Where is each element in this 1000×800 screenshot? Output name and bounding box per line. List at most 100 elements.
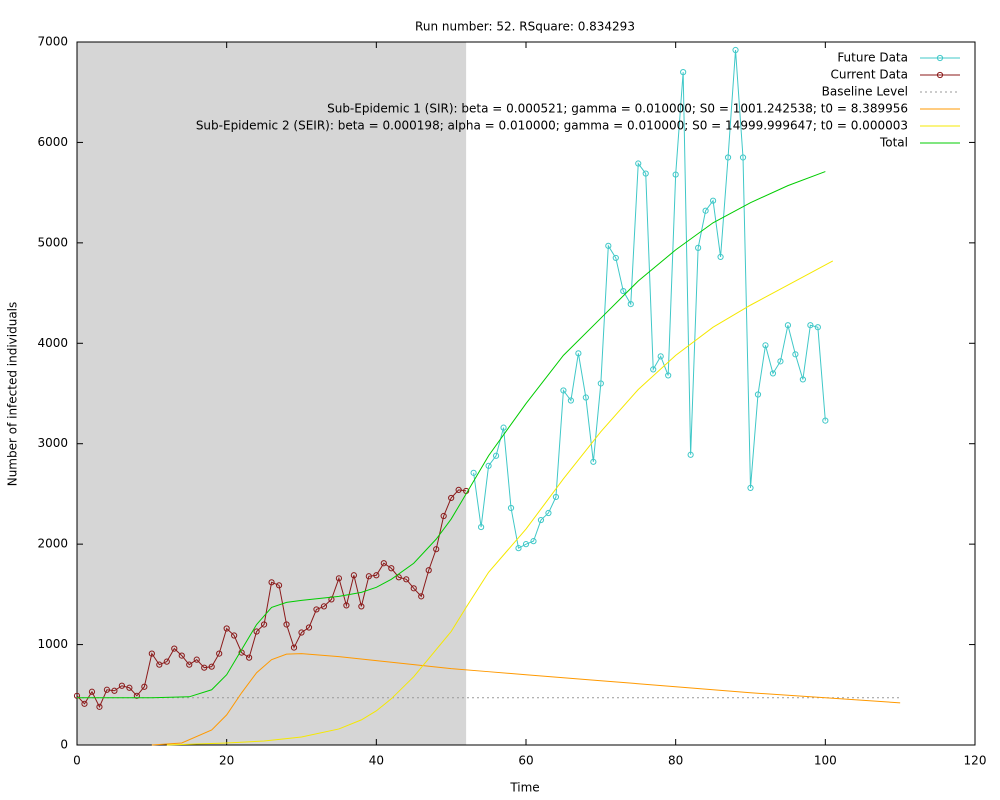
- shaded-region: [77, 42, 467, 745]
- data-point: [141, 683, 148, 690]
- data-point: [320, 603, 328, 610]
- legend-label: Baseline Level: [822, 85, 908, 99]
- data-point: [492, 452, 500, 459]
- data-point: [605, 242, 612, 249]
- legend-label: Total: [879, 136, 908, 150]
- data-point: [522, 541, 530, 548]
- data-point: [747, 484, 754, 492]
- data-point: [380, 560, 387, 567]
- y-tick-label: 6000: [37, 135, 68, 149]
- data-point: [515, 545, 522, 552]
- data-point: [485, 462, 492, 469]
- data-point: [223, 625, 230, 632]
- data-point: [410, 585, 417, 592]
- data-point: [246, 654, 253, 661]
- data-point: [388, 565, 395, 572]
- data-point: [103, 686, 111, 693]
- x-tick-label: 120: [964, 754, 987, 768]
- data-point: [231, 632, 238, 639]
- chart-title: Run number: 52. RSquare: 0.834293: [415, 20, 635, 34]
- data-point: [612, 254, 619, 262]
- data-point: [178, 652, 185, 659]
- legend-marker: [936, 71, 944, 79]
- data-point: [792, 351, 799, 358]
- data-point: [133, 692, 140, 699]
- data-point: [814, 324, 821, 331]
- y-tick-label: 7000: [37, 35, 68, 49]
- legend-label: Sub-Epidemic 1 (SIR): beta = 0.000521; g…: [327, 102, 908, 116]
- data-point: [365, 573, 372, 580]
- data-point: [403, 576, 410, 583]
- data-point: [81, 700, 88, 707]
- x-tick-label: 0: [73, 754, 81, 768]
- data-point: [635, 160, 642, 167]
- data-point: [193, 656, 200, 663]
- data-point: [208, 663, 215, 670]
- data-point: [560, 387, 567, 394]
- data-point: [275, 582, 283, 589]
- data-point: [335, 575, 343, 582]
- data-point: [739, 154, 747, 161]
- legend-label: Future Data: [837, 51, 908, 65]
- data-point: [448, 494, 455, 502]
- data-point: [96, 703, 103, 710]
- x-tick-label: 40: [369, 754, 384, 768]
- data-point: [627, 301, 634, 308]
- data-point: [642, 170, 649, 177]
- data-point: [552, 493, 560, 501]
- data-point: [732, 46, 739, 54]
- data-point: [597, 380, 604, 387]
- data-point: [665, 372, 672, 379]
- series-line: [77, 171, 826, 699]
- series-line: [166, 260, 834, 746]
- x-tick-label: 20: [219, 754, 234, 768]
- data-point: [350, 572, 357, 579]
- data-point: [582, 394, 589, 401]
- data-point: [777, 358, 784, 365]
- y-tick-label: 5000: [37, 235, 68, 249]
- data-point: [769, 370, 777, 377]
- data-point: [590, 458, 597, 465]
- data-point: [186, 661, 193, 668]
- data-point: [478, 523, 485, 531]
- data-point: [620, 287, 627, 295]
- y-tick-label: 2000: [37, 537, 68, 551]
- data-point: [343, 602, 350, 609]
- data-point: [545, 509, 552, 517]
- legend-marker: [936, 54, 944, 62]
- data-point: [724, 154, 732, 161]
- data-point: [470, 469, 477, 476]
- x-tick-label: 60: [518, 754, 533, 768]
- data-point: [530, 538, 537, 545]
- data-point: [305, 624, 313, 631]
- data-point: [418, 593, 425, 600]
- data-point: [88, 688, 96, 695]
- data-point: [298, 629, 305, 636]
- data-point: [253, 628, 260, 635]
- data-point: [567, 397, 575, 404]
- y-axis-label: Number of infected individuals: [6, 302, 20, 487]
- data-point: [425, 567, 432, 574]
- data-point: [672, 171, 679, 178]
- data-point: [500, 424, 507, 431]
- x-tick-label: 100: [814, 754, 837, 768]
- data-point: [440, 512, 447, 520]
- data-point: [260, 621, 268, 628]
- data-point: [171, 645, 178, 652]
- data-point: [537, 516, 545, 524]
- data-point: [290, 644, 298, 651]
- data-point: [201, 664, 208, 671]
- data-point: [268, 579, 275, 586]
- data-point: [156, 661, 163, 668]
- data-point: [702, 207, 709, 214]
- data-point: [754, 391, 762, 398]
- data-point: [118, 682, 126, 689]
- data-point: [148, 650, 155, 657]
- y-tick-label: 0: [60, 738, 68, 752]
- data-point: [433, 546, 440, 553]
- data-point: [395, 574, 402, 581]
- data-point: [650, 366, 657, 373]
- data-point: [126, 684, 133, 691]
